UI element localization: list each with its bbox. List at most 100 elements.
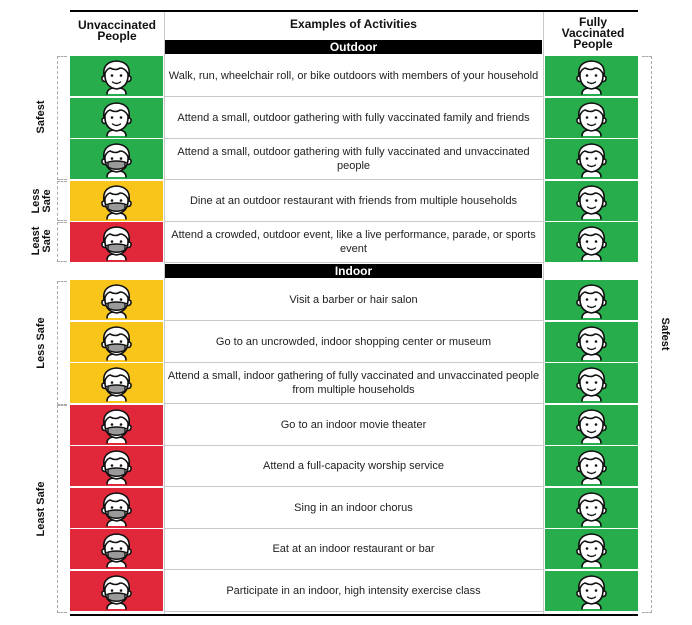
label-safest-right: Safest (659, 317, 671, 351)
activity-text: Sing in an indoor chorus (294, 501, 413, 514)
masked-face-icon (70, 446, 163, 486)
face-icon (545, 222, 638, 262)
face-icon (545, 570, 638, 611)
activity-text: Go to an uncrowded, indoor shopping cent… (215, 335, 492, 348)
masked-face-icon (70, 321, 163, 362)
activity-text: Dine at an outdoor restaurant with frien… (189, 194, 518, 207)
activity-text: Attend a small, outdoor gathering with f… (177, 111, 530, 124)
vaccinated-cell (545, 180, 638, 221)
header-activities: Examples of Activities (290, 17, 417, 31)
vaccinated-cell (545, 404, 638, 445)
unvaccinated-cell (70, 56, 163, 96)
face-icon (70, 97, 163, 138)
row-divider (164, 179, 544, 180)
face-icon (545, 139, 638, 179)
row-divider (164, 137, 544, 139)
unvaccinated-cell (70, 404, 163, 445)
label-least-safe-outdoor: Least Safe (30, 211, 53, 271)
activity-text: Attend a full-capacity worship service (263, 460, 444, 472)
masked-face-icon (70, 363, 163, 403)
face-icon (545, 363, 638, 403)
face-icon (545, 529, 638, 569)
vaccinated-cell (545, 321, 638, 362)
row-divider (164, 444, 544, 446)
bracket-least-safe-outdoor (57, 222, 67, 262)
row-divider (164, 403, 544, 404)
label-safest: Safest (35, 100, 47, 134)
row-divider (164, 262, 544, 263)
bracket-less-safe-outdoor (57, 181, 67, 221)
section-outdoor: Outdoor (165, 40, 542, 54)
face-icon (545, 180, 638, 221)
vaccinated-cell (545, 529, 638, 569)
unvaccinated-cell (70, 363, 163, 403)
row-divider (164, 610, 544, 612)
vaccinated-cell (545, 56, 638, 96)
activity-text: Attend a small, outdoor gathering with f… (177, 146, 530, 172)
activity-text: Go to an indoor movie theater (280, 418, 427, 431)
bracket-least-safe-indoor (57, 405, 67, 613)
face-icon (545, 404, 638, 445)
activity-text: Walk, run, wheelchair roll, or bike outd… (168, 70, 539, 82)
column-divider (164, 12, 165, 614)
vaccinated-cell (545, 139, 638, 179)
masked-face-icon (70, 280, 163, 320)
face-icon (70, 56, 163, 96)
header-vaccinated: Fully Vaccinated People (561, 15, 625, 51)
bracket-safest-right (642, 56, 652, 613)
top-rule (70, 10, 638, 12)
label-least-safe-indoor: Least Safe (35, 481, 47, 537)
row-divider (164, 96, 544, 97)
activity-text: Visit a barber or hair salon (289, 294, 418, 306)
masked-face-icon (70, 404, 163, 445)
unvaccinated-cell (70, 487, 163, 528)
masked-face-icon (70, 180, 163, 221)
unvaccinated-cell (70, 280, 163, 320)
column-divider (543, 12, 544, 614)
masked-face-icon (70, 139, 163, 179)
activity-text: Attend a crowded, outdoor event, like a … (171, 229, 536, 255)
unvaccinated-cell (70, 222, 163, 262)
bracket-safest-left (57, 56, 67, 180)
face-icon (545, 280, 638, 320)
row-divider (164, 320, 544, 321)
face-icon (545, 321, 638, 362)
row-divider (164, 486, 544, 487)
unvaccinated-cell (70, 529, 163, 569)
unvaccinated-cell (70, 139, 163, 179)
bracket-less-safe-indoor (57, 281, 67, 405)
bottom-rule (70, 614, 638, 616)
row-divider (164, 220, 544, 222)
masked-face-icon (70, 529, 163, 569)
label-less-safe-indoor: Less Safe (35, 317, 47, 369)
row-divider (164, 569, 544, 570)
section-indoor: Indoor (165, 264, 542, 278)
vaccinated-cell (545, 570, 638, 611)
masked-face-icon (70, 570, 163, 611)
face-icon (545, 446, 638, 486)
unvaccinated-cell (70, 97, 163, 138)
header-unvaccinated: Unvaccinated People (77, 18, 157, 43)
row-divider (164, 527, 544, 529)
vaccinated-cell (545, 487, 638, 528)
face-icon (545, 56, 638, 96)
vaccinated-cell (545, 222, 638, 262)
unvaccinated-cell (70, 180, 163, 221)
face-icon (545, 97, 638, 138)
face-icon (545, 487, 638, 528)
unvaccinated-cell (70, 446, 163, 486)
masked-face-icon (70, 487, 163, 528)
vaccinated-cell (545, 446, 638, 486)
vaccinated-cell (545, 280, 638, 320)
masked-face-icon (70, 222, 163, 262)
activity-text: Participate in an indoor, high intensity… (226, 584, 481, 597)
unvaccinated-cell (70, 321, 163, 362)
activity-text: Eat at an indoor restaurant or bar (272, 543, 435, 555)
label-least-safe-outdoor-text: Least Safe (30, 226, 53, 256)
unvaccinated-cell (70, 570, 163, 611)
row-divider (164, 361, 544, 363)
vaccinated-cell (545, 363, 638, 403)
vaccinated-cell (545, 97, 638, 138)
activity-text: Attend a small, indoor gathering of full… (167, 370, 540, 396)
